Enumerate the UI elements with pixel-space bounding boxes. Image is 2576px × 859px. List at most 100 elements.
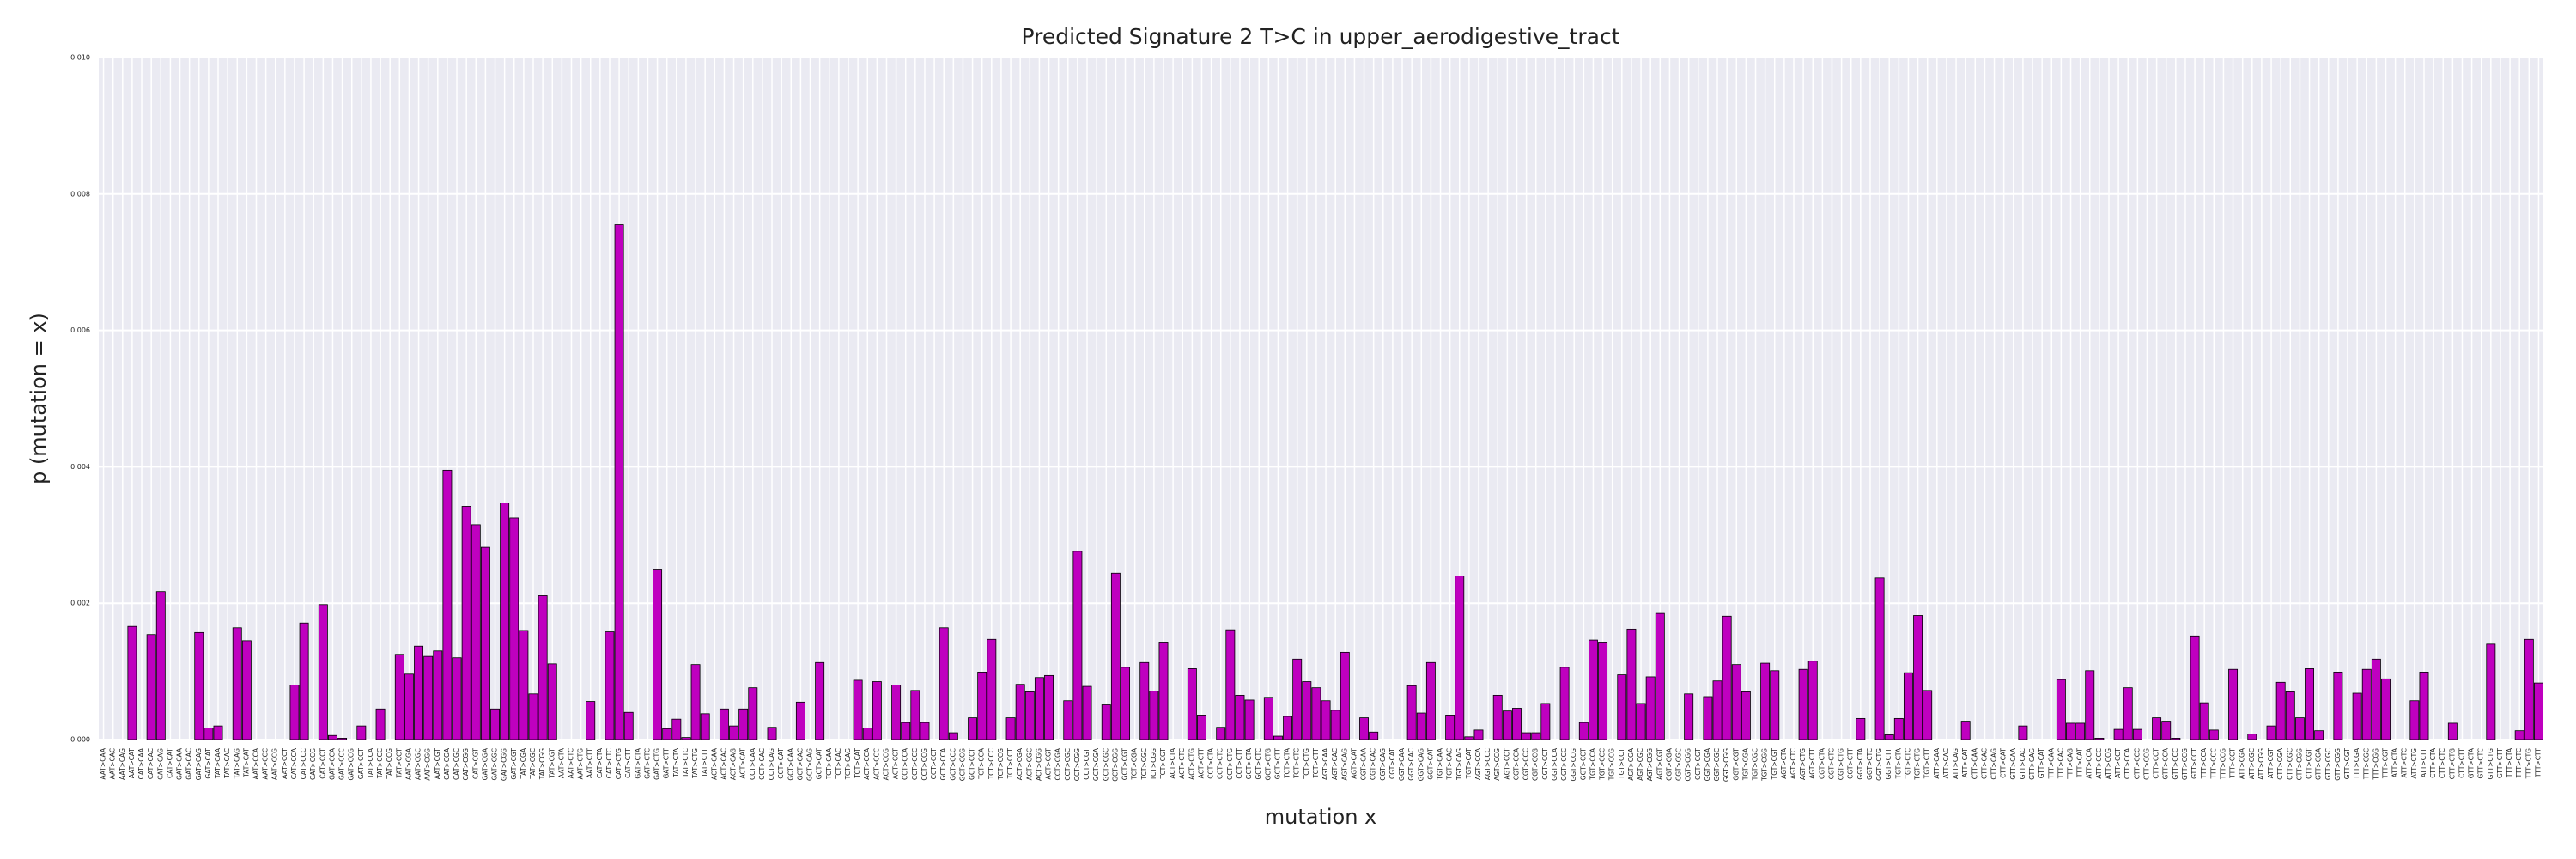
x-tick-label: ACT>CAG	[730, 748, 738, 780]
bar	[2171, 738, 2181, 740]
x-tick-label: GAT>CTT	[663, 748, 671, 779]
bar	[1359, 717, 1370, 740]
x-tick-label: AGT>CGC	[1637, 748, 1644, 781]
x-tick-label: CAT>CCG	[309, 748, 317, 780]
bar	[204, 728, 214, 740]
x-tick-label: GAT>CAT	[204, 748, 212, 779]
x-tick-label: CAT>CTG	[615, 748, 623, 779]
x-tick-label: GTT>CAT	[2038, 748, 2045, 779]
x-tick-label: CGT>CCT	[1541, 748, 1549, 780]
x-tick-label: GTT>CTC	[2477, 748, 2485, 778]
bar	[1655, 612, 1665, 740]
x-tick-label: TCT>CGA	[1131, 747, 1139, 780]
bar	[2199, 702, 2209, 740]
x-tick-label: GGT>CGG	[1722, 748, 1730, 782]
bar	[719, 708, 729, 740]
bar	[968, 717, 978, 740]
chart-title: Predicted Signature 2 T>C in upper_aerod…	[1022, 24, 1620, 49]
bar	[423, 655, 434, 740]
x-tick-label: AGT>CCG	[1493, 748, 1501, 781]
x-tick-label: CTT>CTT	[2458, 748, 2465, 778]
bar	[1588, 639, 1598, 740]
x-tick-label: CTT>CAA	[1971, 747, 1978, 779]
bar	[452, 657, 462, 740]
bar	[1464, 736, 1474, 740]
bar	[605, 631, 615, 740]
x-tick-label: ACT>CTA	[1169, 747, 1176, 778]
x-tick-label: CGT>CTT	[1847, 748, 1855, 779]
x-tick-label: ATT>CCG	[2105, 748, 2112, 779]
bar	[2285, 691, 2295, 740]
x-tick-label: TAT>CAG	[233, 748, 240, 780]
x-tick-label: AAT>CAT	[128, 748, 136, 779]
bar	[862, 728, 872, 740]
x-tick-label: CAT>CTA	[596, 747, 604, 778]
x-tick-label: ATT>CAT	[1961, 748, 1969, 778]
bar	[1617, 674, 1627, 740]
x-tick-label: GTT>CGC	[2324, 748, 2332, 780]
bar	[1406, 685, 1417, 740]
x-tick-label: GGT>CCA	[1551, 747, 1558, 781]
x-tick-label: TTT>CAC	[2057, 748, 2064, 779]
x-tick-label: CTT>CCC	[2133, 748, 2141, 779]
x-tick-label: ATT>CGT	[2267, 748, 2275, 779]
x-tick-label: CGT>CCG	[1532, 748, 1540, 781]
x-tick-label: TCT>CCA	[978, 747, 986, 780]
x-tick-label: CCT>CAC	[758, 748, 766, 780]
x-tick-label: CCT>CAT	[777, 748, 785, 779]
x-tick-label: CCT>CTT	[1236, 748, 1243, 779]
bar	[519, 630, 529, 740]
bar	[662, 728, 672, 740]
bar	[1893, 717, 1904, 740]
x-tick-label: AGT>CTG	[1799, 748, 1807, 780]
x-tick-label: GTT>CTG	[2487, 748, 2494, 780]
bar	[586, 701, 596, 740]
x-tick-label: TCT>CCG	[997, 748, 1005, 781]
x-tick-label: ACT>CAA	[710, 747, 718, 780]
x-tick-label: AAT>CTC	[567, 748, 574, 778]
bar	[1101, 704, 1111, 740]
x-tick-label: GCT>CGG	[1111, 748, 1119, 782]
x-tick-label: TAT>CTC	[682, 748, 690, 778]
x-tick-label: ACT>CGG	[1035, 748, 1042, 781]
x-tick-label: CAT>CCC	[300, 748, 307, 779]
bar	[815, 661, 825, 740]
bar	[1913, 615, 1923, 740]
x-tick-label: AGT>CAG	[1340, 748, 1348, 781]
y-tick-label: 0.000	[70, 736, 90, 744]
bar	[1216, 727, 1226, 740]
x-tick-label: CGT>CGC	[1675, 748, 1683, 781]
x-tick-label: TTT>CCC	[2209, 748, 2217, 779]
bar	[1903, 672, 1913, 740]
bar	[2018, 725, 2028, 740]
bar	[795, 701, 805, 740]
x-tick-label: CGT>CAG	[1379, 748, 1387, 781]
x-tick-label: CTT>CTA	[2429, 747, 2437, 778]
bar	[1722, 615, 1732, 740]
x-tick-label: ATT>CTT	[2420, 748, 2427, 778]
bar	[1330, 710, 1340, 740]
bar	[1369, 731, 1379, 740]
x-tick-label: AGT>CGA	[1627, 747, 1635, 780]
x-tick-label: GGT>CAG	[1417, 748, 1425, 781]
x-tick-label: TAT>CGC	[529, 748, 537, 780]
x-tick-label: TCT>CCC	[987, 748, 995, 780]
bar	[614, 224, 624, 740]
bar	[920, 722, 930, 740]
bar	[1923, 690, 1933, 740]
bar	[1798, 668, 1808, 740]
x-tick-label: TTT>CTA	[2506, 747, 2513, 778]
x-tick-label: AAT>CCA	[252, 747, 259, 779]
x-tick-label: TTT>CTG	[2524, 748, 2532, 780]
bar	[1540, 703, 1551, 740]
bar	[853, 679, 863, 740]
bar	[490, 708, 500, 740]
x-tick-label: CGT>CCC	[1522, 748, 1530, 780]
x-tick-label: TTT>CGC	[2362, 748, 2370, 780]
x-tick-label: GTT>CCT	[2190, 748, 2198, 779]
x-tick-label: ACT>CAC	[720, 748, 727, 780]
x-tick-label: CAT>CGA	[443, 747, 451, 780]
bar	[155, 591, 166, 740]
x-tick-label: GCT>CAA	[787, 747, 794, 780]
